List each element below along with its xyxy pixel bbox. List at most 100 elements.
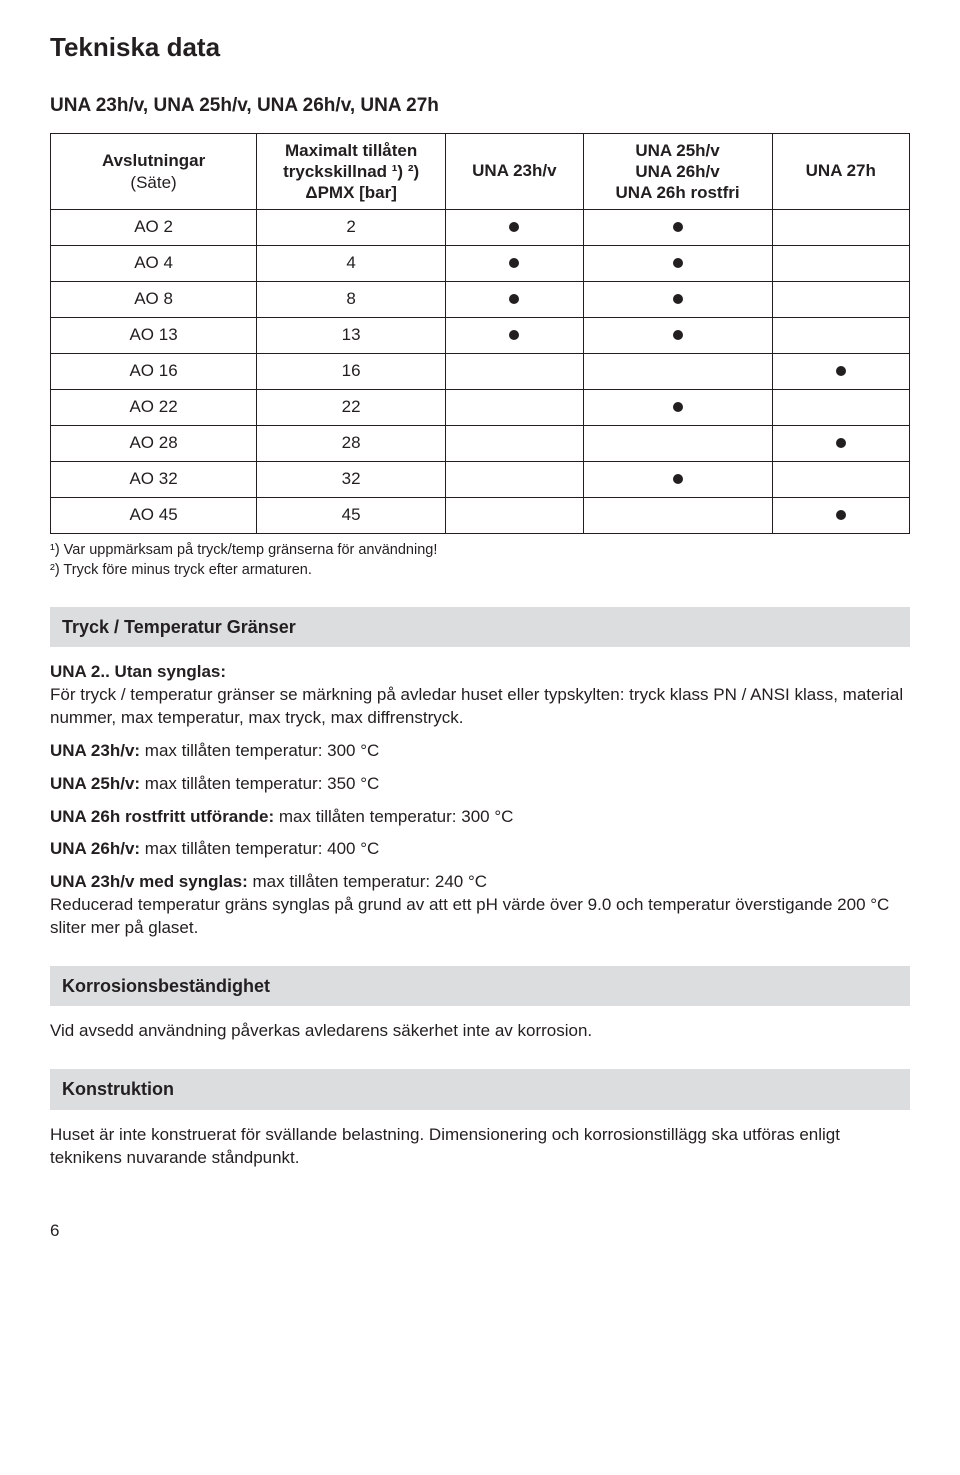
footnote-2: ²) Tryck före minus tryck efter armature… [50, 560, 910, 580]
cell-c23 [446, 354, 583, 390]
paragraph-text: max tillåten temperatur: 300 °C [145, 741, 380, 760]
cell-c25 [583, 390, 772, 426]
section-heading-korrosion: Korrosionsbeständighet [50, 966, 910, 1006]
paragraph: UNA 26h/v: max tillåten temperatur: 400 … [50, 838, 910, 861]
page-number: 6 [50, 1220, 910, 1243]
paragraph: UNA 2.. Utan synglas: För tryck / temper… [50, 661, 910, 730]
cell-c25 [583, 282, 772, 318]
cell-c27 [772, 354, 909, 390]
lead-bold: UNA 26h rostfritt utförande: [50, 807, 274, 826]
paragraph: Huset är inte konstruerat för svällande … [50, 1124, 910, 1170]
cell-c25 [583, 462, 772, 498]
paragraph-text: Reducerad temperatur gräns synglas på gr… [50, 895, 889, 937]
cell-pmx: 45 [257, 497, 446, 533]
table-row: AO 88 [51, 282, 910, 318]
cell-label: AO 4 [51, 246, 257, 282]
table-caption: UNA 23h/v, UNA 25h/v, UNA 26h/v, UNA 27h [50, 93, 910, 119]
dot-icon [836, 366, 846, 376]
table-row: AO 3232 [51, 462, 910, 498]
paragraph: UNA 23h/v med synglas: max tillåten temp… [50, 871, 910, 940]
cell-c23 [446, 282, 583, 318]
cell-c23 [446, 210, 583, 246]
th-text: UNA 26h/v [635, 162, 719, 181]
th-text: ΔPMX [bar] [305, 183, 397, 202]
lead-bold: UNA 26h/v: [50, 839, 140, 858]
spec-table: Avslutningar (Säte) Maximalt tillåten tr… [50, 133, 910, 534]
cell-pmx: 22 [257, 390, 446, 426]
cell-label: AO 22 [51, 390, 257, 426]
paragraph: UNA 23h/v: max tillåten temperatur: 300 … [50, 740, 910, 763]
th-una23: UNA 23h/v [446, 133, 583, 210]
cell-pmx: 8 [257, 282, 446, 318]
dot-icon [509, 258, 519, 268]
paragraph-text: max tillåten temperatur: 240 °C [253, 872, 488, 891]
footnote-1: ¹) Var uppmärksam på tryck/temp gränsern… [50, 540, 910, 560]
cell-pmx: 13 [257, 318, 446, 354]
cell-c27 [772, 282, 909, 318]
th-avslutningar: Avslutningar (Säte) [51, 133, 257, 210]
paragraph-text: För tryck / temperatur gränser se märkni… [50, 685, 903, 727]
cell-c23 [446, 318, 583, 354]
cell-label: AO 28 [51, 426, 257, 462]
cell-label: AO 16 [51, 354, 257, 390]
dot-icon [673, 474, 683, 484]
table-row: AO 1313 [51, 318, 910, 354]
dot-icon [509, 330, 519, 340]
table-row: AO 1616 [51, 354, 910, 390]
th-text: Maximalt tillåten [285, 141, 417, 160]
cell-c27 [772, 426, 909, 462]
dot-icon [673, 402, 683, 412]
cell-c23 [446, 462, 583, 498]
paragraph-text: max tillåten temperatur: 300 °C [279, 807, 514, 826]
footnotes: ¹) Var uppmärksam på tryck/temp gränsern… [50, 540, 910, 581]
section-body-korrosion: Vid avsedd användning påverkas avledaren… [50, 1020, 910, 1043]
table-row: AO 4545 [51, 497, 910, 533]
cell-c27 [772, 497, 909, 533]
paragraph: UNA 26h rostfritt utförande: max tillåte… [50, 806, 910, 829]
cell-c25 [583, 354, 772, 390]
dot-icon [509, 222, 519, 232]
dot-icon [673, 258, 683, 268]
table-header-row: Avslutningar (Säte) Maximalt tillåten tr… [51, 133, 910, 210]
cell-c27 [772, 210, 909, 246]
cell-c25 [583, 318, 772, 354]
cell-c23 [446, 426, 583, 462]
cell-pmx: 2 [257, 210, 446, 246]
table-row: AO 44 [51, 246, 910, 282]
cell-c27 [772, 390, 909, 426]
cell-label: AO 8 [51, 282, 257, 318]
cell-pmx: 16 [257, 354, 446, 390]
cell-c25 [583, 497, 772, 533]
section-heading-konstruktion: Konstruktion [50, 1069, 910, 1109]
cell-c23 [446, 246, 583, 282]
th-text: tryckskillnad ¹) ²) [283, 162, 419, 181]
th-text: UNA 25h/v [635, 141, 719, 160]
dot-icon [673, 294, 683, 304]
cell-pmx: 4 [257, 246, 446, 282]
cell-pmx: 32 [257, 462, 446, 498]
th-pmx: Maximalt tillåten tryckskillnad ¹) ²) ΔP… [257, 133, 446, 210]
cell-c23 [446, 497, 583, 533]
lead-bold: UNA 25h/v: [50, 774, 140, 793]
section-body-konstruktion: Huset är inte konstruerat för svällande … [50, 1124, 910, 1170]
cell-c25 [583, 426, 772, 462]
dot-icon [673, 330, 683, 340]
cell-c25 [583, 210, 772, 246]
table-row: AO 22 [51, 210, 910, 246]
paragraph: UNA 25h/v: max tillåten temperatur: 350 … [50, 773, 910, 796]
dot-icon [836, 438, 846, 448]
th-text: UNA 26h rostfri [616, 183, 740, 202]
cell-c23 [446, 390, 583, 426]
lead-bold: UNA 23h/v med synglas: [50, 872, 248, 891]
paragraph-text: max tillåten temperatur: 400 °C [145, 839, 380, 858]
cell-pmx: 28 [257, 426, 446, 462]
section-body-tryck: UNA 2.. Utan synglas: För tryck / temper… [50, 661, 910, 940]
dot-icon [836, 510, 846, 520]
paragraph: Vid avsedd användning påverkas avledaren… [50, 1020, 910, 1043]
page-title: Tekniska data [50, 30, 910, 65]
th-una25-26: UNA 25h/v UNA 26h/v UNA 26h rostfri [583, 133, 772, 210]
th-una27: UNA 27h [772, 133, 909, 210]
dot-icon [673, 222, 683, 232]
cell-c27 [772, 246, 909, 282]
paragraph-text: max tillåten temperatur: 350 °C [145, 774, 380, 793]
